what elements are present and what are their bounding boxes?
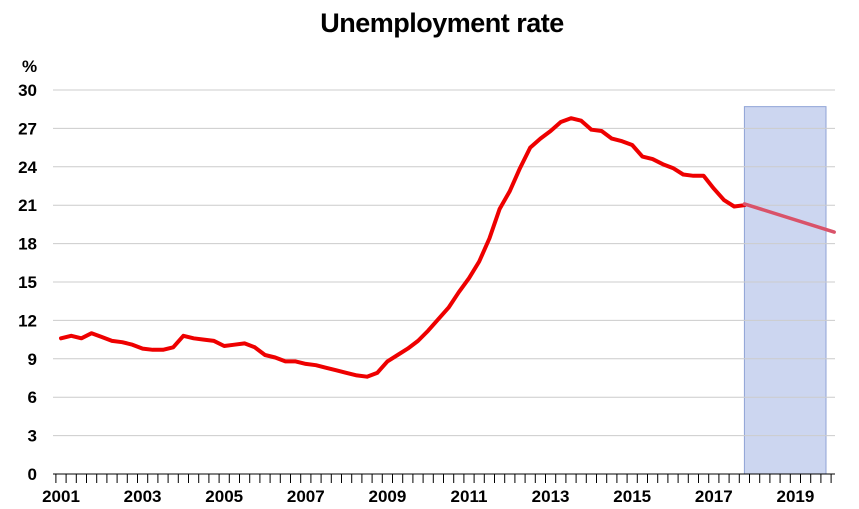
- projection-shaded-region: [743, 106, 827, 475]
- y-axis-unit-label: %: [22, 57, 37, 76]
- x-axis-labels: 2001 2003 2005 2007 2009 2011 2013 2015 2017 2019: [42, 487, 814, 506]
- x-tick-label: 2017: [695, 487, 733, 506]
- series-layer: [59, 116, 836, 379]
- x-tick-label: 2011: [451, 487, 488, 506]
- x-tick-label: 2007: [287, 487, 325, 506]
- y-tick-label: 3: [28, 427, 37, 446]
- y-tick-label: 18: [18, 235, 37, 254]
- projection-shade-layer: [743, 106, 827, 475]
- unemployment-rate-line: [59, 116, 747, 379]
- y-tick-label: 0: [28, 465, 37, 484]
- y-tick-label: 30: [18, 81, 37, 100]
- y-axis-labels: 0 3 6 9 12 15 18 21 24 27 30: [18, 81, 37, 484]
- x-tick-label: 2015: [613, 487, 651, 506]
- y-tick-label: 15: [18, 273, 37, 292]
- y-tick-label: 12: [18, 311, 37, 330]
- x-tick-label: 2003: [124, 487, 162, 506]
- x-tick-label: 2001: [42, 487, 80, 506]
- x-tick-label: 2013: [532, 487, 570, 506]
- y-tick-label: 21: [18, 196, 37, 215]
- x-tick-label: 2009: [368, 487, 406, 506]
- chart-title: Unemployment rate: [320, 8, 564, 38]
- y-tick-label: 9: [28, 350, 37, 369]
- y-tick-label: 27: [18, 119, 37, 138]
- x-tick-label: 2005: [205, 487, 243, 506]
- x-tick-label: 2019: [776, 487, 814, 506]
- y-tick-label: 24: [18, 158, 37, 177]
- projection-line: [742, 202, 836, 234]
- y-tick-label: 6: [28, 388, 37, 407]
- grid-layer: [53, 89, 835, 437]
- x-axis: [53, 473, 835, 483]
